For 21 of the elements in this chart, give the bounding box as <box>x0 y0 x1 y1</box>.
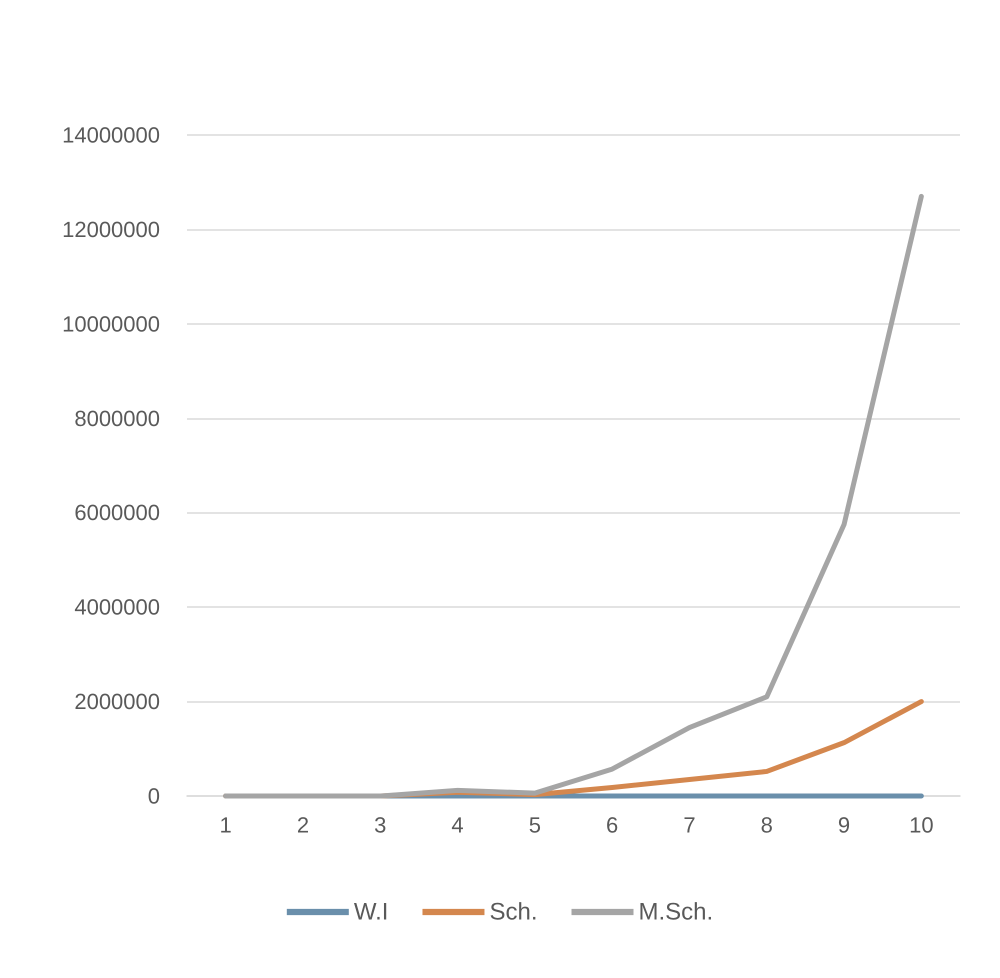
legend-label: Sch. <box>489 898 538 926</box>
x-tick-label: 8 <box>760 812 773 838</box>
x-tick-label: 1 <box>220 812 232 838</box>
y-tick-label: 4000000 <box>74 594 160 620</box>
y-tick-label: 6000000 <box>74 500 160 526</box>
x-tick-label: 10 <box>909 812 934 838</box>
x-tick-label: 3 <box>374 812 386 838</box>
y-tick-label: 8000000 <box>74 406 160 431</box>
legend-label: W.I <box>354 898 388 926</box>
x-tick-label: 6 <box>606 812 618 838</box>
y-tick-label: 12000000 <box>62 216 160 242</box>
x-tick-label: 4 <box>451 812 464 838</box>
y-tick-label: 14000000 <box>62 122 160 148</box>
x-tick-label: 9 <box>838 812 850 838</box>
y-tick-label: 2000000 <box>74 689 160 714</box>
x-tick-label: 5 <box>528 812 541 838</box>
legend-label: M.Sch. <box>638 898 714 926</box>
x-tick-label: 2 <box>296 812 310 838</box>
y-tick-label: 10000000 <box>62 311 160 336</box>
y-tick-label: 0 <box>148 784 160 808</box>
x-tick-label: 7 <box>683 812 696 838</box>
